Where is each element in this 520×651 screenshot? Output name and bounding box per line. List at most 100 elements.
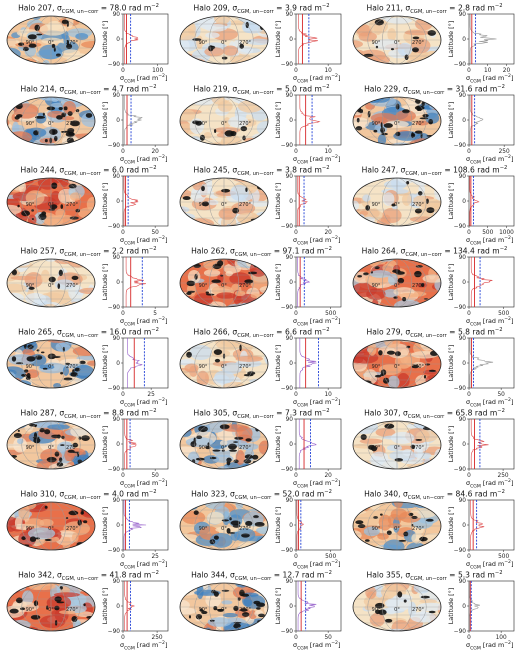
y-axis-label-wrap: Latitude [°] xyxy=(273,338,283,388)
map-patch xyxy=(6,137,18,146)
sky-map: 90°0°270° xyxy=(179,419,269,471)
sky-map: 90°0°270° xyxy=(179,500,269,552)
map-lon-label: 270° xyxy=(66,121,79,127)
masked-region xyxy=(413,37,420,40)
masked-region xyxy=(60,204,63,209)
xlabel-exponent: −2 xyxy=(158,155,165,160)
y-tick-label: 90 xyxy=(459,498,467,504)
sky-map-svg: 90°0°270° xyxy=(6,257,96,309)
sky-map-svg: 90°0°270° xyxy=(179,581,269,633)
masked-region xyxy=(387,351,395,355)
unit-exponent: −2 xyxy=(324,246,332,252)
masked-region xyxy=(402,109,410,113)
map-lon-label: 0° xyxy=(221,607,227,613)
profile-curve xyxy=(124,176,138,226)
title-prefix: Halo xyxy=(193,328,213,337)
sky-map: 90°0°270° xyxy=(352,95,442,147)
y-tick-label: −90 xyxy=(454,548,467,554)
y-axis-label-wrap: Latitude [°] xyxy=(446,176,456,226)
sky-map-svg: 90°0°270° xyxy=(6,176,96,228)
y-axis-label: Latitude [°] xyxy=(274,102,282,139)
masked-region xyxy=(415,209,422,214)
map-patch xyxy=(352,258,357,263)
masked-region xyxy=(392,269,400,273)
y-axis-label: Latitude [°] xyxy=(447,183,455,220)
halo-id: 244 xyxy=(40,166,55,175)
x-axis-label: σCGM [rad m−2] xyxy=(466,641,520,651)
map-patch xyxy=(246,466,254,471)
y-axis-label: Latitude [°] xyxy=(274,588,282,625)
masked-region xyxy=(183,196,191,200)
masked-region xyxy=(214,129,216,133)
axes-frame xyxy=(123,14,168,64)
profile-curve xyxy=(297,500,303,550)
map-lon-label: 0° xyxy=(394,445,400,451)
map-patch xyxy=(352,60,360,66)
y-tick-label: −90 xyxy=(281,143,294,149)
y-tick-label: −90 xyxy=(281,386,294,392)
xlabel-exponent: −2 xyxy=(504,398,511,403)
map-patch xyxy=(87,383,96,390)
halo-id: 307 xyxy=(384,409,399,418)
masked-region xyxy=(63,131,70,133)
map-lon-label: 0° xyxy=(394,364,400,370)
masked-region xyxy=(54,596,61,602)
y-axis-label-wrap: Latitude [°] xyxy=(273,14,283,64)
y-axis-label: Latitude [°] xyxy=(101,426,109,463)
y-axis-label: Latitude [°] xyxy=(101,507,109,544)
map-patch xyxy=(352,381,366,390)
map-lon-label: 270° xyxy=(412,607,425,613)
halo-id: 305 xyxy=(213,409,228,418)
map-patch xyxy=(194,95,200,99)
xlabel-exponent: −2 xyxy=(504,155,511,160)
map-patch xyxy=(355,338,366,348)
masked-region xyxy=(399,540,407,542)
masked-region xyxy=(362,380,371,384)
y-axis-label: Latitude [°] xyxy=(274,426,282,463)
xlabel-exponent: −2 xyxy=(504,560,511,565)
xlabel-close: ] xyxy=(511,560,514,568)
halo-id: 214 xyxy=(40,85,55,94)
map-patch xyxy=(426,374,442,386)
map-patch xyxy=(254,139,269,147)
xlabel-exponent: −2 xyxy=(158,74,165,79)
map-lon-label: 270° xyxy=(412,364,425,370)
map-patch xyxy=(18,338,28,342)
masked-region xyxy=(62,20,68,25)
y-axis-label: Latitude [°] xyxy=(274,183,282,220)
y-tick-label: 0 xyxy=(289,604,293,610)
masked-region xyxy=(16,262,18,267)
masked-region xyxy=(245,438,251,441)
profile-curve xyxy=(128,338,143,388)
halo-id: 310 xyxy=(40,490,55,499)
masked-region xyxy=(86,113,93,118)
map-lon-label: 270° xyxy=(412,445,425,451)
map-patch xyxy=(70,425,92,438)
map-lon-label: 0° xyxy=(48,364,54,370)
map-patch xyxy=(182,61,206,66)
map-patch xyxy=(362,195,370,202)
masked-region xyxy=(18,43,24,46)
map-lon-label: 270° xyxy=(239,202,252,208)
map-lon-label: 0° xyxy=(394,40,400,46)
y-axis-label: Latitude [°] xyxy=(274,345,282,382)
map-patch xyxy=(434,95,442,109)
profile-curve xyxy=(470,14,496,64)
map-lon-label: 90° xyxy=(199,202,208,208)
map-patch xyxy=(398,43,413,56)
halo-id: 262 xyxy=(211,247,226,256)
map-patch xyxy=(86,14,96,22)
map-patch xyxy=(230,185,249,201)
map-lon-label: 270° xyxy=(412,526,425,532)
map-patch xyxy=(179,630,196,633)
masked-region xyxy=(44,429,50,434)
xlabel-unit: [rad m xyxy=(135,398,158,406)
